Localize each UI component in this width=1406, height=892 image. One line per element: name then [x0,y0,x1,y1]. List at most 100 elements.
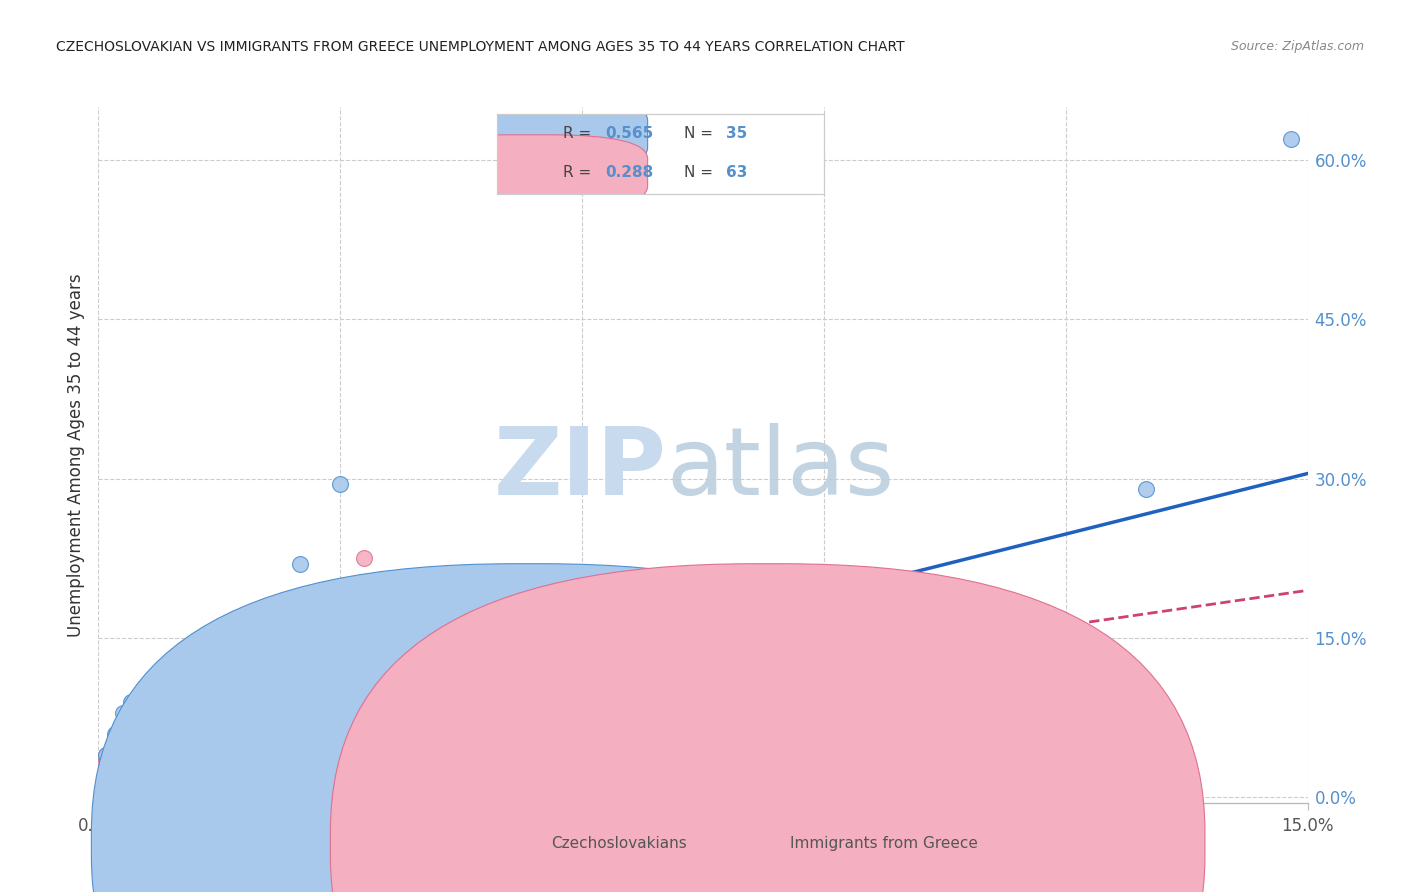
Point [458,727,481,741]
Point [143,722,166,736]
Point [152,747,174,762]
Point [128,700,150,714]
Point [135,732,157,747]
Text: Immigrants from Greece: Immigrants from Greece [790,837,979,851]
Point [103,764,125,778]
Point [96,753,118,767]
Point [491,647,513,661]
Point [612,695,634,709]
Point [143,753,166,767]
Point [329,477,352,491]
Point [96,764,118,778]
Point [208,700,231,714]
Point [184,716,207,731]
Point [441,753,464,767]
Point [208,711,231,725]
Point [288,557,311,571]
Point [103,758,125,772]
Text: Source: ZipAtlas.com: Source: ZipAtlas.com [1230,40,1364,54]
Point [314,679,336,693]
Point [193,695,215,709]
Point [217,722,239,736]
Point [143,700,166,714]
Point [135,747,157,762]
Y-axis label: Unemployment Among Ages 35 to 44 years: Unemployment Among Ages 35 to 44 years [66,273,84,637]
Point [193,695,215,709]
Point [96,747,118,762]
Point [103,769,125,783]
Point [167,706,190,720]
Point [120,695,142,709]
Point [232,716,254,731]
Point [434,722,457,736]
Point [256,727,278,741]
Point [103,747,125,762]
Point [96,764,118,778]
Point [111,716,134,731]
Point [426,742,449,756]
Point [135,758,157,772]
Point [353,551,375,566]
Point [288,700,311,714]
Point [152,716,174,731]
Point [853,641,876,656]
Point [120,764,142,778]
Point [217,679,239,693]
Point [893,647,915,661]
Point [103,727,125,741]
Point [96,769,118,783]
Point [128,747,150,762]
Point [120,753,142,767]
Point [111,706,134,720]
Point [491,695,513,709]
Point [1281,132,1303,146]
Point [264,722,287,736]
Point [329,753,352,767]
Point [305,605,328,619]
Point [240,722,263,736]
Point [450,753,472,767]
Point [465,747,488,762]
Point [370,742,392,756]
Point [184,690,207,704]
Point [200,732,222,747]
Point [96,758,118,772]
Point [167,722,190,736]
Point [530,647,553,661]
Point [1135,483,1157,497]
Point [193,711,215,725]
Point [184,716,207,731]
Text: ZIP: ZIP [494,423,666,515]
Point [160,711,183,725]
Point [176,706,198,720]
Text: CZECHOSLOVAKIAN VS IMMIGRANTS FROM GREECE UNEMPLOYMENT AMONG AGES 35 TO 44 YEARS: CZECHOSLOVAKIAN VS IMMIGRANTS FROM GREEC… [56,40,905,54]
Point [409,573,432,587]
Point [111,764,134,778]
Point [128,769,150,783]
Point [281,753,304,767]
Point [160,747,183,762]
Point [474,722,496,736]
Point [120,732,142,747]
Point [103,738,125,752]
Point [111,747,134,762]
Point [111,758,134,772]
Point [176,727,198,741]
Text: atlas: atlas [666,423,896,515]
Point [120,738,142,752]
Point [152,711,174,725]
Point [409,711,432,725]
Point [167,747,190,762]
Point [143,722,166,736]
Point [249,700,271,714]
Point [224,727,246,741]
Point [160,738,183,752]
Point [217,641,239,656]
Text: Czechoslovakians: Czechoslovakians [551,837,688,851]
Point [128,738,150,752]
Point [111,764,134,778]
Point [337,679,360,693]
Point [96,747,118,762]
Point [135,706,157,720]
Point [103,738,125,752]
